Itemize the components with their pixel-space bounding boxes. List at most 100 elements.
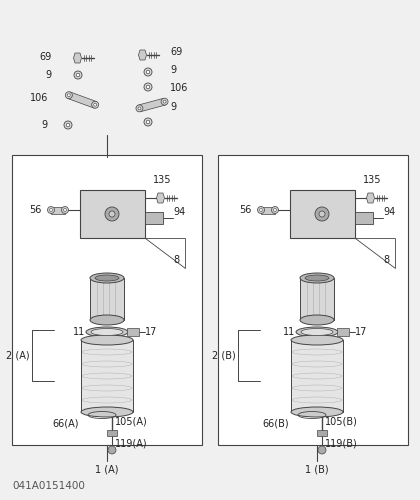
Circle shape <box>50 208 52 212</box>
Circle shape <box>66 92 72 98</box>
Ellipse shape <box>291 407 343 417</box>
Circle shape <box>63 208 66 212</box>
Circle shape <box>108 446 116 454</box>
Polygon shape <box>139 98 165 112</box>
Circle shape <box>146 70 150 74</box>
Text: 106: 106 <box>170 83 189 93</box>
Text: 135: 135 <box>363 175 381 185</box>
Text: 9: 9 <box>170 102 176 112</box>
Text: 119(B): 119(B) <box>325 439 358 449</box>
Text: 041A0151400: 041A0151400 <box>12 481 85 491</box>
Circle shape <box>47 206 55 214</box>
Polygon shape <box>355 238 395 268</box>
Text: 11: 11 <box>73 327 85 337</box>
Text: 17: 17 <box>145 327 158 337</box>
Circle shape <box>68 94 70 96</box>
Circle shape <box>61 206 68 214</box>
Text: 1 (A): 1 (A) <box>95 464 119 474</box>
Circle shape <box>144 68 152 76</box>
Text: 8: 8 <box>173 255 179 265</box>
Text: 56: 56 <box>30 205 42 215</box>
Ellipse shape <box>86 327 128 337</box>
Circle shape <box>273 208 276 212</box>
Bar <box>337 328 349 336</box>
Ellipse shape <box>95 275 119 281</box>
Polygon shape <box>68 92 96 108</box>
Text: 106: 106 <box>30 93 48 103</box>
Ellipse shape <box>90 315 124 325</box>
Bar <box>218 155 408 445</box>
Circle shape <box>257 206 265 214</box>
Circle shape <box>271 206 278 214</box>
Bar <box>355 212 373 224</box>
Circle shape <box>136 105 143 112</box>
Text: 1 (B): 1 (B) <box>305 464 329 474</box>
Circle shape <box>105 207 119 221</box>
Text: 2 (B): 2 (B) <box>212 350 236 360</box>
Bar <box>317 430 327 436</box>
Circle shape <box>74 71 82 79</box>
Ellipse shape <box>90 273 124 283</box>
Circle shape <box>144 118 152 126</box>
Ellipse shape <box>81 407 133 417</box>
Text: 105(A): 105(A) <box>115 417 148 427</box>
Bar <box>145 212 163 224</box>
Polygon shape <box>51 206 65 214</box>
Circle shape <box>138 107 141 110</box>
Text: 2 (A): 2 (A) <box>6 350 30 360</box>
Text: 94: 94 <box>383 207 395 217</box>
Circle shape <box>315 207 329 221</box>
Text: 69: 69 <box>40 52 52 62</box>
Bar <box>90 278 124 320</box>
Text: 66(A): 66(A) <box>52 419 79 429</box>
Ellipse shape <box>301 328 333 336</box>
Circle shape <box>260 208 262 212</box>
Polygon shape <box>367 193 375 203</box>
Circle shape <box>163 100 166 103</box>
Text: 66(B): 66(B) <box>262 419 289 429</box>
Text: 69: 69 <box>170 47 182 57</box>
Bar <box>81 340 133 412</box>
Text: 56: 56 <box>240 205 252 215</box>
Circle shape <box>92 102 99 108</box>
Bar <box>107 430 117 436</box>
Circle shape <box>319 211 325 217</box>
Circle shape <box>109 211 115 217</box>
Circle shape <box>146 85 150 89</box>
Polygon shape <box>74 53 81 63</box>
Circle shape <box>76 73 80 77</box>
Text: 119(A): 119(A) <box>115 439 147 449</box>
Bar <box>80 190 145 238</box>
Polygon shape <box>157 193 165 203</box>
Text: 9: 9 <box>42 120 48 130</box>
Bar <box>291 340 343 412</box>
Ellipse shape <box>291 335 343 345</box>
Bar <box>290 190 355 238</box>
Ellipse shape <box>296 327 338 337</box>
Ellipse shape <box>91 328 123 336</box>
Ellipse shape <box>305 275 329 281</box>
Polygon shape <box>139 50 147 60</box>
Circle shape <box>94 104 97 106</box>
Text: 11: 11 <box>283 327 295 337</box>
Text: 135: 135 <box>153 175 171 185</box>
Circle shape <box>146 120 150 124</box>
Text: 8: 8 <box>383 255 389 265</box>
Circle shape <box>318 446 326 454</box>
Text: 9: 9 <box>46 70 52 80</box>
Circle shape <box>64 121 72 129</box>
Ellipse shape <box>81 335 133 345</box>
Text: 9: 9 <box>170 65 176 75</box>
Bar <box>127 328 139 336</box>
Circle shape <box>144 83 152 91</box>
Bar <box>12 155 202 445</box>
Ellipse shape <box>300 315 334 325</box>
Bar <box>300 278 334 320</box>
Circle shape <box>161 98 168 105</box>
Text: 105(B): 105(B) <box>325 417 358 427</box>
Polygon shape <box>145 238 185 268</box>
Text: 94: 94 <box>173 207 185 217</box>
Circle shape <box>66 123 70 127</box>
Ellipse shape <box>300 273 334 283</box>
Text: 17: 17 <box>355 327 368 337</box>
